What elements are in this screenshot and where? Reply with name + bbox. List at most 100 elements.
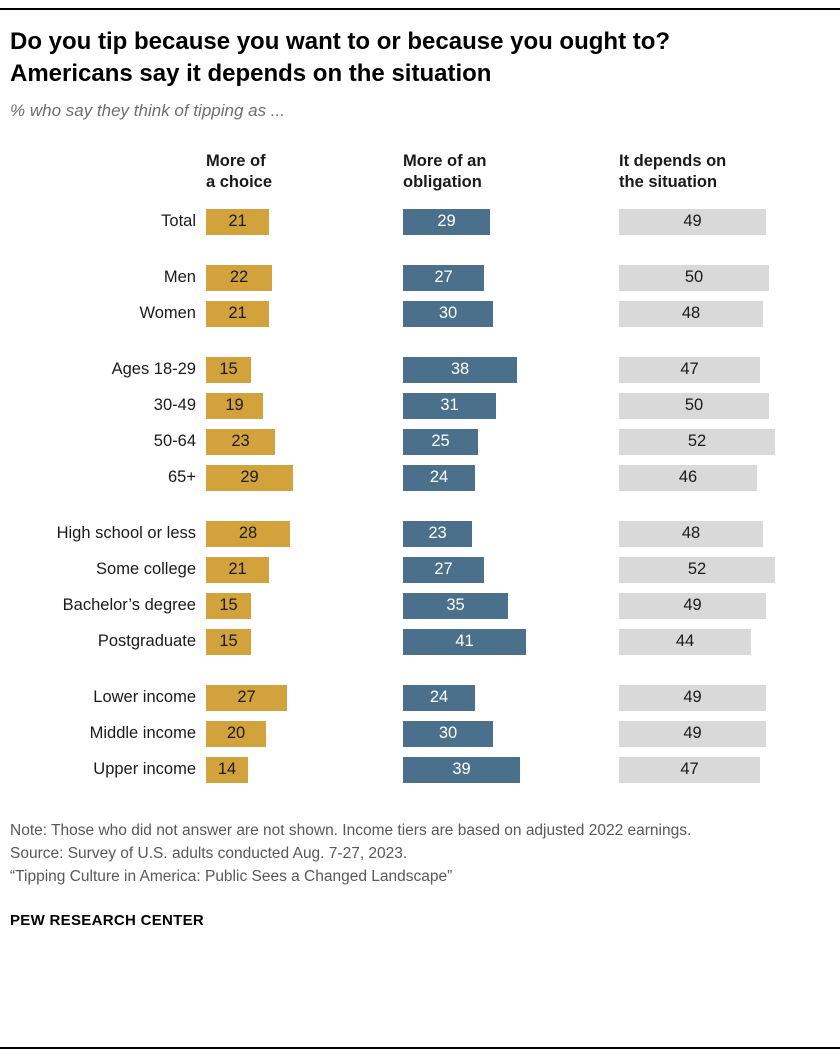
row-group: High school or less 28 23 48 Some college 21 2… [10, 520, 830, 655]
choice-bar: 21 [206, 556, 269, 583]
bar-cell-choice: 15 [206, 628, 403, 655]
bar-cell-choice: 21 [206, 208, 403, 235]
bar-cell-obligation: 24 [403, 464, 619, 491]
chart-page: Do you tip because you want to or becaus… [0, 26, 840, 929]
bar-value: 47 [680, 760, 699, 779]
bar-cell-choice: 15 [206, 356, 403, 383]
depends-bar: 48 [619, 300, 763, 327]
bar-value: 49 [683, 688, 702, 707]
chart-row: Upper income 14 39 47 [10, 756, 830, 783]
row-label: 65+ [168, 468, 196, 487]
bar-value: 48 [681, 304, 701, 323]
choice-bar: 14 [206, 756, 248, 783]
bar-cell-choice: 21 [206, 300, 403, 327]
chart-row: Some college 21 27 52 [10, 556, 830, 583]
choice-bar: 15 [206, 356, 251, 383]
bar-value: 30 [438, 304, 458, 323]
bar-cell-depends: 52 [619, 556, 830, 583]
chart-row: Ages 18-29 15 38 47 [10, 356, 830, 383]
depends-bar: 49 [619, 684, 766, 711]
bar-value: 15 [219, 632, 238, 651]
row-label: Men [163, 268, 196, 287]
bar-cell-depends: 47 [619, 356, 830, 383]
bar-value: 48 [681, 524, 701, 543]
bar-value: 50 [684, 396, 704, 415]
row-label: Bachelor’s degree [62, 596, 196, 615]
bar-value: 30 [438, 724, 458, 743]
bar-cell-depends: 48 [619, 520, 830, 547]
row-label: Upper income [93, 760, 196, 779]
row-group: Ages 18-29 15 38 47 30-49 19 31 50 50-64 23 25 52 65… [10, 356, 830, 491]
bar-cell-obligation: 25 [403, 428, 619, 455]
row-label: Total [161, 212, 196, 231]
chart-row: Postgraduate 15 41 44 [10, 628, 830, 655]
bar-cell-depends: 50 [619, 392, 830, 419]
bar-value: 21 [228, 560, 247, 579]
bar-cell-obligation: 29 [403, 208, 619, 235]
choice-bar: 29 [206, 464, 293, 491]
bar-cell-obligation: 38 [403, 356, 619, 383]
obligation-bar: 31 [403, 392, 496, 419]
row-label: Ages 18-29 [111, 360, 196, 379]
bar-cell-choice: 15 [206, 592, 403, 619]
depends-bar: 49 [619, 720, 766, 747]
obligation-bar: 23 [403, 520, 472, 547]
chart-subtitle: % who say they think of tipping as ... [10, 101, 285, 121]
bar-cell-depends: 49 [619, 684, 830, 711]
bar-value: 52 [687, 432, 707, 451]
depends-bar: 48 [619, 520, 763, 547]
bar-value: 21 [228, 304, 247, 323]
obligation-bar: 35 [403, 592, 508, 619]
bar-cell-obligation: 35 [403, 592, 619, 619]
obligation-bar: 39 [403, 756, 520, 783]
bar-value: 24 [429, 468, 449, 487]
report-title-text: “Tipping Culture in America: Public Sees… [10, 868, 453, 886]
bar-cell-choice: 20 [206, 720, 403, 747]
chart-row: 30-49 19 31 50 [10, 392, 830, 419]
bar-value: 49 [683, 212, 702, 231]
bar-cell-choice: 21 [206, 556, 403, 583]
row-label: 30-49 [153, 396, 196, 415]
bar-cell-obligation: 23 [403, 520, 619, 547]
bar-cell-depends: 50 [619, 264, 830, 291]
obligation-bar: 24 [403, 684, 475, 711]
depends-bar: 50 [619, 264, 769, 291]
chart-row: Men 22 27 50 [10, 264, 830, 291]
chart-row: Total 21 29 49 [10, 208, 830, 235]
obligation-bar: 30 [403, 720, 493, 747]
bar-cell-depends: 44 [619, 628, 830, 655]
depends-bar: 50 [619, 392, 769, 419]
choice-bar: 19 [206, 392, 263, 419]
bar-value: 50 [684, 268, 704, 287]
depends-bar: 47 [619, 756, 760, 783]
bar-value: 25 [431, 432, 450, 451]
depends-bar: 47 [619, 356, 760, 383]
bar-value: 52 [687, 560, 707, 579]
obligation-bar: 27 [403, 556, 484, 583]
bar-value: 27 [434, 268, 453, 287]
bar-cell-choice: 22 [206, 264, 403, 291]
depends-bar: 52 [619, 556, 775, 583]
bar-value: 24 [429, 688, 449, 707]
row-label: High school or less [56, 524, 196, 543]
bar-value: 23 [428, 524, 447, 543]
obligation-bar: 29 [403, 208, 490, 235]
bar-value: 41 [455, 632, 474, 651]
bar-value: 21 [228, 212, 247, 231]
chart-row: Women 21 30 48 [10, 300, 830, 327]
depends-bar: 49 [619, 208, 766, 235]
bar-cell-obligation: 39 [403, 756, 619, 783]
column-header-obligation: More of an obligation [403, 152, 487, 191]
obligation-bar: 25 [403, 428, 478, 455]
bar-value: 15 [219, 596, 238, 615]
bottom-rule [0, 1047, 840, 1049]
bar-value: 23 [231, 432, 250, 451]
obligation-bar: 38 [403, 356, 517, 383]
bar-value: 47 [680, 360, 699, 379]
chart-row: Lower income 27 24 49 [10, 684, 830, 711]
bar-value: 49 [683, 724, 702, 743]
obligation-bar: 41 [403, 628, 526, 655]
column-headers: More of a choice More of an obligation I… [10, 151, 830, 192]
bar-value: 31 [440, 396, 459, 415]
bar-value: 29 [437, 212, 456, 231]
